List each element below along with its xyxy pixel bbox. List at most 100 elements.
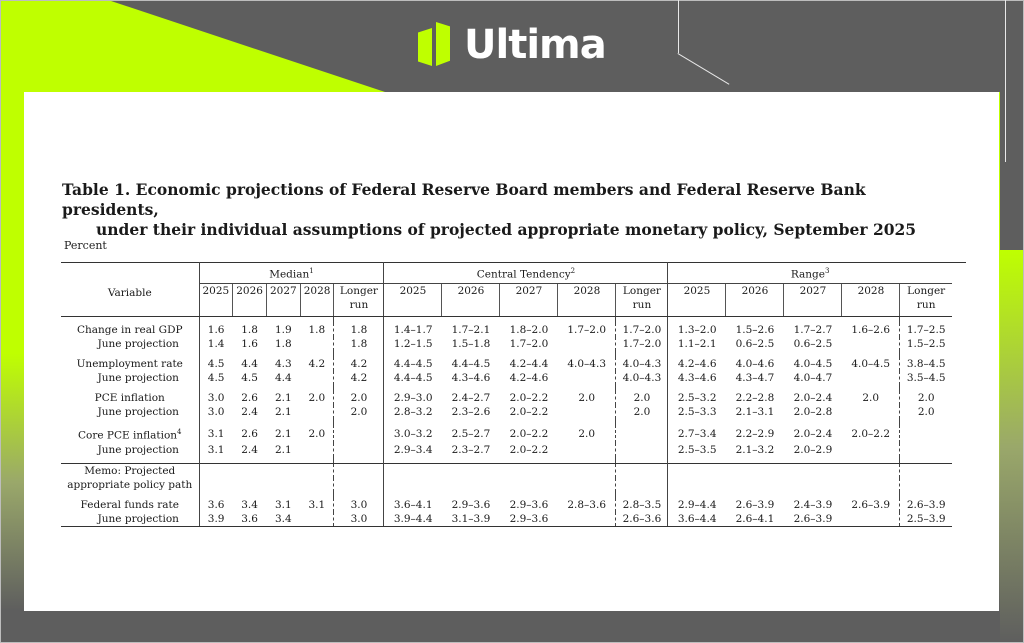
row-label: June projection (97, 406, 179, 418)
median-cell: 3.1 (198, 425, 233, 443)
median-cell: 4.4 (241, 358, 258, 370)
ultima-logo-icon (418, 20, 456, 70)
central-cell: 4.4–4.5 (451, 358, 491, 370)
table-row: Unemployment rate 4.5 4.4 4.3 4.2 4.2 4.4–4.5 4… (61, 357, 966, 371)
central-cell: 2.0 (615, 405, 668, 419)
range-cell (841, 511, 900, 527)
table-title: Table 1. Economic projections of Federal… (62, 180, 962, 240)
year-header: 2026 (441, 283, 500, 317)
median-cell: 2.1 (274, 443, 292, 456)
table-row: Core PCE inflation4 3.1 2.6 2.1 2.0 3.0–3.2 2.… (61, 425, 966, 443)
range-cell: 1.5–2.5 (899, 337, 952, 351)
group-header-range: Range3 (667, 262, 952, 284)
median-cell: 2.1 (274, 406, 292, 418)
year-header: 2027 (265, 283, 301, 317)
central-cell: 2.3–2.7 (451, 443, 491, 456)
median-cell: 2.0 (333, 391, 384, 405)
median-cell: 1.6 (241, 338, 258, 350)
spacer-row (61, 316, 966, 323)
median-cell: 4.2 (333, 371, 384, 385)
central-cell: 4.4–4.5 (383, 371, 442, 385)
title-line-2: under their individual assumptions of pr… (96, 220, 917, 239)
range-cell: 2.9–4.4 (667, 497, 726, 512)
decorative-line (678, 0, 679, 53)
central-cell: 2.5–2.7 (451, 427, 491, 440)
central-cell (558, 337, 616, 351)
central-cell: 4.3–4.6 (451, 372, 491, 384)
range-cell (899, 425, 952, 443)
range-cell: 1.5–2.6 (735, 324, 775, 336)
spacer-row (61, 385, 966, 391)
row-label: Change in real GDP (76, 324, 183, 336)
central-cell (558, 371, 616, 385)
range-cell: 2.0–2.9 (793, 443, 833, 456)
row-label: Unemployment rate (76, 358, 183, 370)
group-header-median: Median1 (198, 262, 384, 284)
median-cell: 3.4 (266, 511, 301, 527)
year-header: 2028 (557, 283, 616, 317)
median-cell: 4.3 (274, 358, 292, 370)
range-cell: 4.0–4.7 (793, 372, 833, 384)
median-cell: 2.0 (333, 405, 384, 419)
median-cell: 1.8 (333, 337, 384, 351)
range-cell: 2.0–2.4 (793, 392, 833, 404)
longer-run-line-2: run (349, 299, 369, 311)
background-lime-right-strip (1000, 250, 1024, 643)
range-cell: 1.7–2.5 (899, 323, 952, 337)
range-cell: 2.0 (899, 405, 952, 419)
central-cell: 4.0–4.3 (615, 371, 668, 385)
spacer-row (61, 456, 966, 463)
range-cell (842, 443, 900, 457)
range-cell: 1.7–2.7 (793, 324, 833, 336)
longer-run-header: Longer run (899, 283, 952, 317)
spacer-row (61, 351, 966, 357)
central-cell (558, 405, 616, 419)
median-cell: 4.5 (241, 372, 258, 384)
central-cell: 2.3–2.6 (451, 406, 491, 418)
median-cell (333, 442, 384, 457)
decorative-line (677, 53, 730, 85)
median-cell: 1.8 (274, 338, 292, 350)
table-row: Change in real GDP 1.6 1.8 1.9 1.8 1.8 1.4–1.7… (61, 323, 966, 337)
range-cell: 1.3–2.0 (667, 323, 726, 337)
central-cell: 2.9–3.6 (509, 498, 549, 511)
central-cell: 1.7–2.0 (615, 337, 668, 351)
central-cell: 2.4–2.7 (451, 392, 491, 404)
range-cell (899, 442, 952, 457)
range-cell: 3.8–4.5 (899, 357, 952, 371)
range-cell: 4.0–4.5 (851, 358, 891, 370)
central-cell: 4.0–4.3 (615, 357, 668, 371)
range-cell: 2.2–2.8 (735, 392, 775, 404)
range-cell: 2.0 (899, 391, 952, 405)
row-label: Core PCE inflation4 (77, 428, 182, 442)
range-cell: 2.6–3.9 (899, 497, 952, 512)
longer-run-line-1: Longer (339, 285, 378, 297)
group-header-central-tendency: Central Tendency2 (383, 262, 668, 284)
central-cell: 1.7–2.0 (567, 324, 607, 336)
table-row: June projection 3.0 2.4 2.1 2.0 2.8–3.2 2.3–2.… (61, 405, 966, 419)
longer-run-header: Longer run (615, 283, 668, 317)
range-cell: 2.0–2.2 (851, 427, 891, 440)
central-cell: 4.4–4.5 (383, 357, 442, 371)
range-cell: 2.0–2.8 (793, 406, 833, 418)
median-cell: 2.6 (241, 427, 258, 440)
range-cell: 2.5–3.2 (667, 391, 726, 405)
median-cell: 3.1 (274, 498, 292, 511)
range-cell: 3.5–4.5 (899, 371, 952, 385)
median-cell: 3.6 (232, 511, 267, 527)
table-row: June projection 3.9 3.6 3.4 3.0 3.9–4.4 3.1–3.… (61, 511, 966, 527)
central-cell: 2.0 (578, 427, 596, 440)
median-cell: 3.0 (198, 391, 233, 405)
range-cell: 2.1–3.2 (735, 443, 775, 456)
central-cell (557, 511, 616, 527)
year-header: 2025 (383, 283, 442, 317)
median-cell: 2.1 (274, 427, 292, 440)
median-cell: 2.4 (241, 406, 258, 418)
median-cell: 1.8 (308, 324, 326, 336)
median-cell: 2.0 (308, 392, 326, 404)
central-cell: 2.9–3.0 (383, 391, 442, 405)
median-cell: 3.6 (198, 497, 233, 512)
variable-header: Variable (61, 262, 199, 317)
year-header: 2027 (499, 283, 558, 317)
table-row: June projection 3.1 2.4 2.1 2.9–3.4 2.3–2.7 2.… (61, 442, 966, 457)
